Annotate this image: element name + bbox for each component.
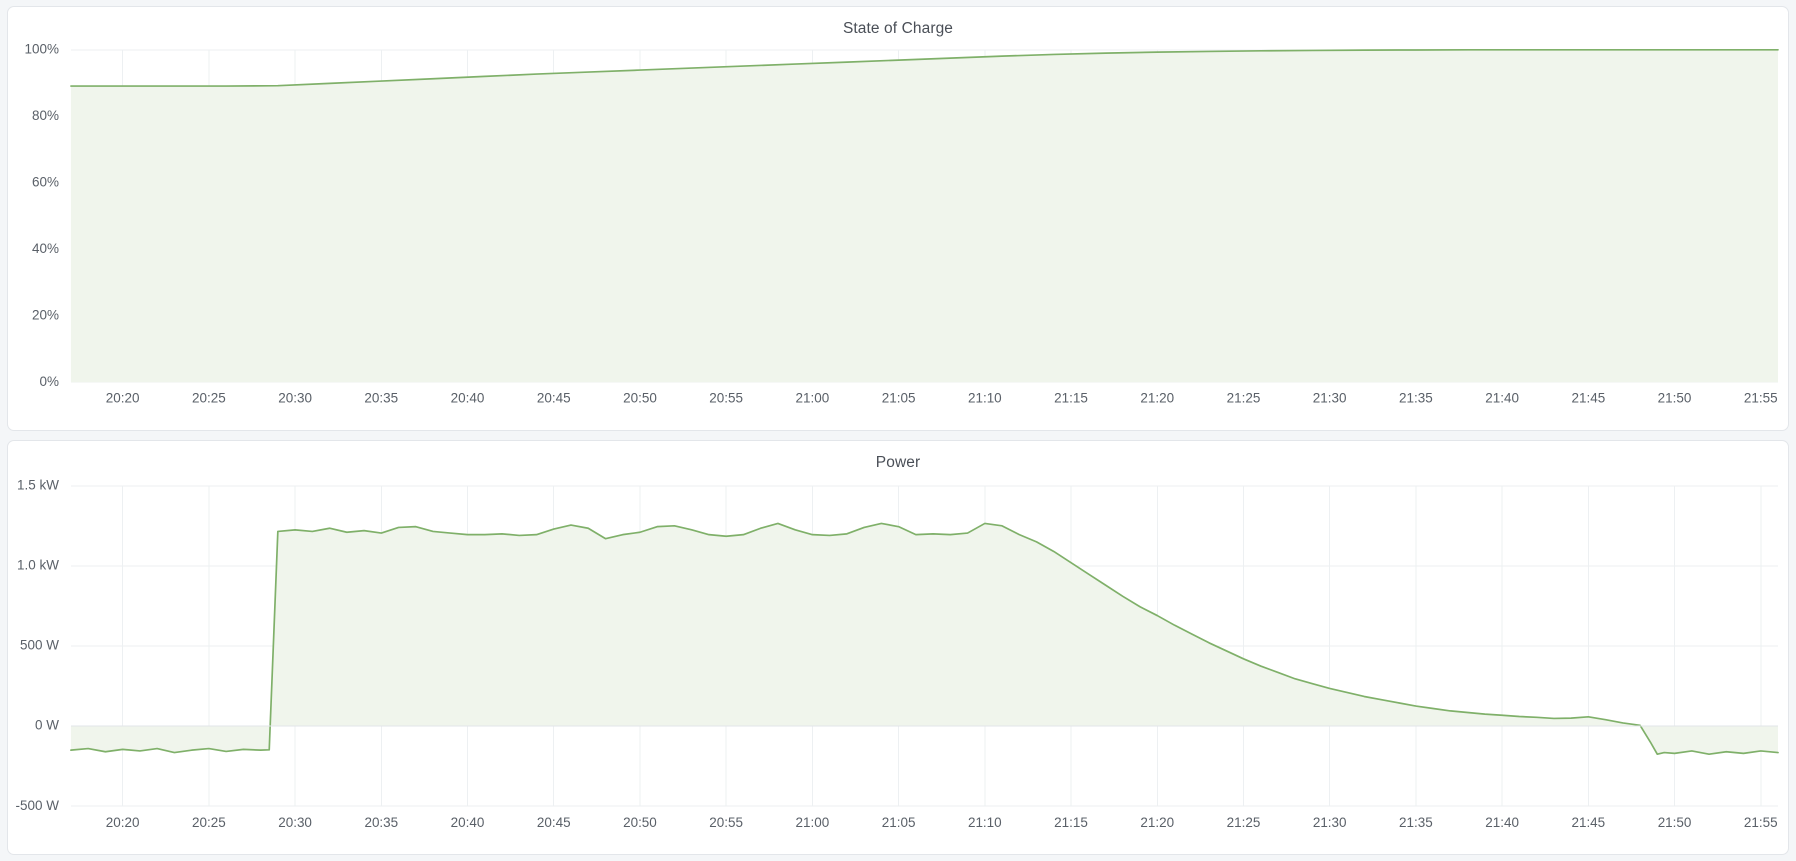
x-tick-label: 21:40: [1485, 815, 1519, 830]
y-tick-label: 0 W: [35, 718, 59, 733]
x-tick-label: 20:45: [537, 815, 571, 830]
x-tick-label: 20:30: [278, 815, 312, 830]
x-tick-label: 20:40: [451, 391, 485, 406]
x-tick-label: 20:50: [623, 391, 657, 406]
x-tick-label: 20:25: [192, 391, 226, 406]
y-tick-label: 1.0 kW: [17, 557, 59, 572]
x-tick-label: 20:40: [451, 815, 485, 830]
x-tick-label: 21:40: [1485, 391, 1519, 406]
y-tick-label: 40%: [32, 241, 59, 256]
y-tick-label: 1.5 kW: [17, 477, 59, 492]
panel-state-of-charge: State of Charge 0% 20% 40% 60% 80% 100% 20:20 2…: [7, 6, 1789, 431]
x-tick-label: 21:50: [1658, 815, 1692, 830]
x-tick-label: 21:45: [1571, 391, 1605, 406]
x-tick-label: 21:05: [882, 815, 916, 830]
x-tick-label: 21:05: [882, 391, 916, 406]
y-tick-label: 80%: [32, 108, 59, 123]
x-tick-label: 21:00: [796, 815, 830, 830]
x-tick-label: 21:25: [1227, 815, 1261, 830]
x-tick-label: 21:25: [1227, 391, 1261, 406]
x-tick-label: 21:55: [1744, 815, 1778, 830]
x-tick-label: 20:55: [709, 391, 743, 406]
x-tick-label: 21:20: [1140, 391, 1174, 406]
x-tick-label: 21:30: [1313, 391, 1347, 406]
power-plot[interactable]: -500 W 0 W 500 W 1.0 kW 1.5 kW 20:20 20:25 20:3…: [8, 441, 1788, 854]
x-tick-label: 21:35: [1399, 391, 1433, 406]
x-tick-label: 20:20: [106, 815, 140, 830]
x-tick-label: 21:50: [1658, 391, 1692, 406]
y-tick-label: 0%: [39, 374, 59, 389]
x-tick-label: 20:35: [364, 815, 398, 830]
panel-title-state-of-charge: State of Charge: [842, 20, 954, 37]
x-tick-label: 21:30: [1313, 815, 1347, 830]
x-tick-label: 20:25: [192, 815, 226, 830]
panel-power: Power -500 W 0 W 500 W 1.0 kW 1.5 kW 20:20 20:…: [7, 440, 1789, 855]
x-tick-label: 20:35: [364, 391, 398, 406]
x-tick-label: 20:50: [623, 815, 657, 830]
y-tick-label: -500 W: [16, 798, 60, 813]
x-tick-label: 21:10: [968, 391, 1002, 406]
y-tick-label: 100%: [24, 41, 59, 56]
x-tick-label: 21:20: [1140, 815, 1174, 830]
x-tick-label: 20:55: [709, 815, 743, 830]
x-tick-label: 21:15: [1054, 815, 1088, 830]
panel-title-power: Power: [875, 454, 921, 471]
chart-state-of-charge[interactable]: 0% 20% 40% 60% 80% 100% 20:20 20:25 20:30 20:35 20…: [8, 7, 1788, 430]
state-of-charge-plot[interactable]: 0% 20% 40% 60% 80% 100% 20:20 20:25 20:30 20:35 20…: [8, 7, 1788, 430]
x-tick-label: 21:00: [796, 391, 830, 406]
x-tick-label: 21:55: [1744, 391, 1778, 406]
x-tick-label: 21:15: [1054, 391, 1088, 406]
x-tick-label: 21:45: [1571, 815, 1605, 830]
x-tick-label: 20:45: [537, 391, 571, 406]
x-tick-label: 20:30: [278, 391, 312, 406]
y-tick-label: 500 W: [20, 638, 59, 653]
chart-power[interactable]: -500 W 0 W 500 W 1.0 kW 1.5 kW 20:20 20:25 20:3…: [8, 441, 1788, 854]
y-tick-label: 60%: [32, 174, 59, 189]
y-tick-label: 20%: [32, 307, 59, 322]
x-tick-label: 21:35: [1399, 815, 1433, 830]
x-tick-label: 20:20: [106, 391, 140, 406]
x-tick-label: 21:10: [968, 815, 1002, 830]
